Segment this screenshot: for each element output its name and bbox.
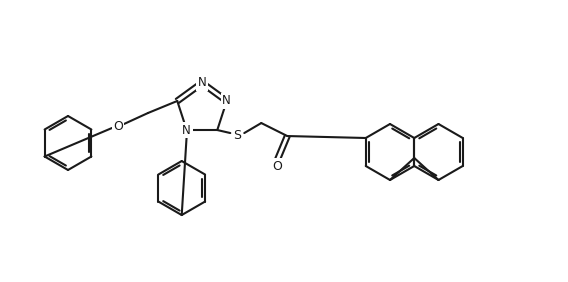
Text: N: N <box>182 124 191 136</box>
Text: N: N <box>198 76 206 89</box>
Text: O: O <box>113 120 123 133</box>
Text: S: S <box>233 129 241 142</box>
Text: O: O <box>272 160 282 173</box>
Text: N: N <box>222 94 231 107</box>
